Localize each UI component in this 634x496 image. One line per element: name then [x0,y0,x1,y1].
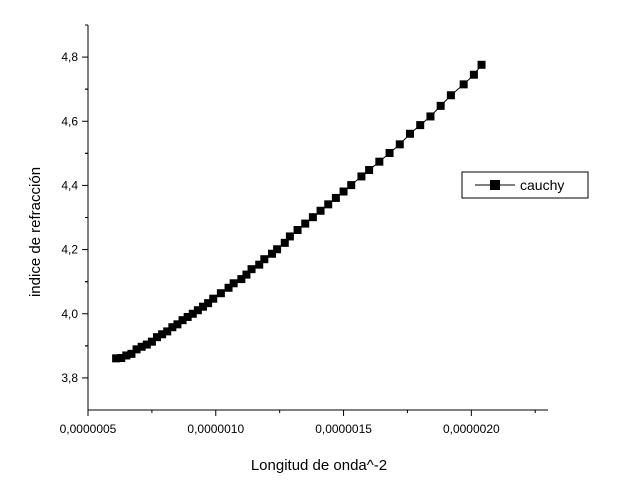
x-tick-label: 0,0000005 [60,422,117,436]
y-tick-label: 4,6 [61,114,78,128]
data-point [117,354,126,363]
data-point [209,294,218,303]
data-point [395,140,404,149]
data-point [331,193,340,202]
data-point [469,70,478,79]
series-layer [112,60,486,363]
data-point [199,302,207,311]
data-point [173,320,182,329]
data-point [112,354,121,363]
data-point [416,121,425,130]
data-point [436,101,445,110]
x-tick-label: 0,0000020 [443,422,500,436]
data-point [122,351,131,360]
data-point [406,129,414,138]
data-point [216,289,225,298]
series-line-cauchy [116,64,482,359]
data-point [301,219,310,228]
data-point [339,187,348,196]
data-point [188,309,197,318]
data-point [237,275,246,284]
data-point [193,306,202,315]
data-point [260,255,269,264]
data-point [365,166,374,175]
y-tick-label: 4,4 [61,178,78,192]
data-point [324,200,333,209]
data-point [224,283,233,292]
data-point [347,181,356,190]
legend: cauchy [461,171,589,199]
data-point [285,232,294,241]
data-point [268,249,276,258]
data-point [163,327,172,336]
legend-label: cauchy [520,177,564,193]
data-point [385,149,394,158]
data-point [293,226,302,235]
data-point [153,333,161,342]
ticks: 0,0000005 0,0000010 0,0000015 0,0000020 3,8 4… [60,24,536,436]
y-tick-label: 4,8 [61,50,78,64]
x-tick-label: 0,0000010 [187,422,244,436]
data-point [280,238,289,247]
data-point [204,299,213,308]
data-point [127,349,136,358]
data-point [308,213,317,222]
data-point [247,265,256,274]
data-point [229,279,238,288]
x-tick-label: 0,0000015 [315,422,372,436]
data-point [357,172,366,181]
data-point [446,91,455,100]
y-tick-label: 4,0 [61,307,78,321]
data-point [477,60,486,69]
data-point [375,157,384,166]
data-point [273,245,282,254]
data-point [147,337,156,346]
data-point [459,80,468,89]
data-point [242,270,251,279]
axes [87,25,548,411]
y-axis-label: indice de refracción [27,167,44,297]
y-tick-label: 4,2 [61,243,78,257]
data-point [316,206,325,215]
data-point [137,342,146,351]
data-point [158,330,167,339]
y-tick-label: 3,8 [61,371,78,385]
data-point [142,340,151,349]
data-point [178,316,187,325]
data-point [255,260,264,269]
legend-marker-square [490,180,500,190]
data-point [426,112,435,121]
data-point [132,345,141,354]
data-point [183,312,192,321]
data-point [168,323,177,332]
x-axis-label: Longitud de onda^-2 [251,457,387,474]
